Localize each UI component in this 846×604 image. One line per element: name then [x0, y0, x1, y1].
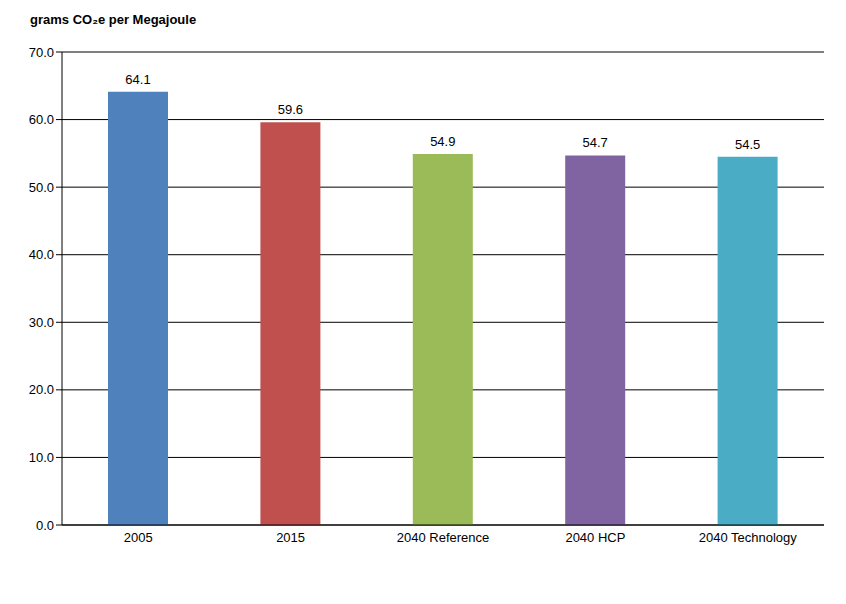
svg-text:20.0: 20.0: [29, 382, 54, 397]
svg-text:2040 HCP: 2040 HCP: [565, 530, 625, 545]
svg-text:0.0: 0.0: [36, 518, 54, 533]
svg-text:54.5: 54.5: [735, 137, 760, 152]
svg-text:2040 Reference: 2040 Reference: [397, 530, 490, 545]
svg-text:2040 Technology: 2040 Technology: [699, 530, 798, 545]
html-text:grams CO₂e per Megajoule: grams CO₂e per Megajoule: [30, 12, 197, 27]
svg-text:2005: 2005: [124, 530, 153, 545]
svg-text:60.0: 60.0: [29, 112, 54, 127]
svg-text:10.0: 10.0: [29, 450, 54, 465]
svg-text:30.0: 30.0: [29, 315, 54, 330]
svg-text:59.6: 59.6: [278, 102, 303, 117]
svg-text:70.0: 70.0: [29, 45, 54, 60]
svg-text:2015: 2015: [276, 530, 305, 545]
svg-text:40.0: 40.0: [29, 247, 54, 262]
svg-text:50.0: 50.0: [29, 180, 54, 195]
svg-text:54.9: 54.9: [430, 134, 455, 149]
svg-text:64.1: 64.1: [125, 72, 150, 87]
svg-text:54.7: 54.7: [583, 135, 608, 150]
